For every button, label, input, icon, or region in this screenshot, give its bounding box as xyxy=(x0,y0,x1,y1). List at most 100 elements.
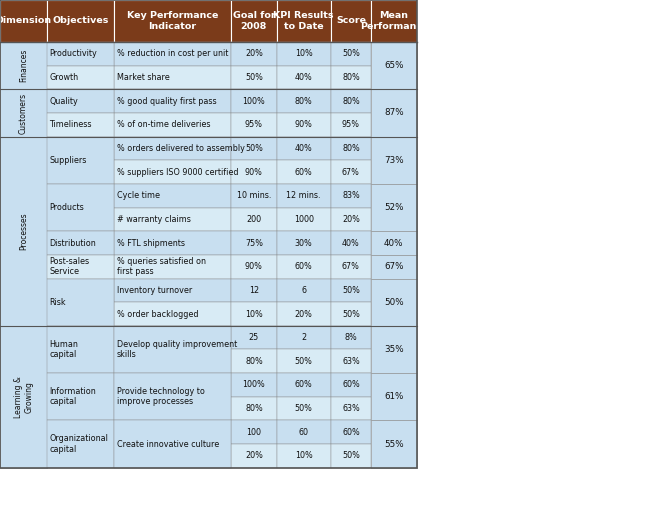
Bar xyxy=(47,255,114,279)
Bar xyxy=(114,397,231,420)
Bar xyxy=(47,279,114,326)
Bar xyxy=(277,137,331,160)
Text: 50%: 50% xyxy=(295,357,312,366)
Bar xyxy=(231,160,277,184)
Text: Finances: Finances xyxy=(19,49,28,82)
Text: Growth: Growth xyxy=(49,73,79,82)
Text: 40%: 40% xyxy=(384,239,404,247)
Text: 100%: 100% xyxy=(243,97,265,105)
Bar xyxy=(331,42,371,66)
Text: Post-sales
Service: Post-sales Service xyxy=(49,257,90,276)
Text: 63%: 63% xyxy=(342,404,360,413)
Text: 67%: 67% xyxy=(342,167,360,177)
Text: 63%: 63% xyxy=(342,357,360,366)
Bar xyxy=(277,0,331,42)
Bar xyxy=(114,302,231,326)
Bar xyxy=(47,0,114,42)
Bar xyxy=(331,420,371,444)
Bar xyxy=(231,350,277,373)
Text: 20%: 20% xyxy=(245,452,263,460)
Bar xyxy=(0,326,47,468)
Bar xyxy=(331,160,371,184)
Text: 100: 100 xyxy=(246,428,262,437)
Bar xyxy=(231,137,277,160)
Bar xyxy=(114,373,231,420)
Text: 20%: 20% xyxy=(245,49,263,58)
Bar xyxy=(114,444,231,468)
Text: Goal for
2008: Goal for 2008 xyxy=(232,11,275,31)
Bar xyxy=(371,137,417,184)
Bar xyxy=(371,89,417,137)
Text: 95%: 95% xyxy=(342,120,360,129)
Bar xyxy=(331,66,371,89)
Text: 80%: 80% xyxy=(295,97,312,105)
Text: Market share: Market share xyxy=(117,73,169,82)
Text: 200: 200 xyxy=(246,215,262,224)
Bar xyxy=(231,184,277,207)
Bar xyxy=(331,113,371,137)
Bar xyxy=(47,66,114,89)
Bar xyxy=(277,184,331,207)
Text: % suppliers who use EDI: % suppliers who use EDI xyxy=(117,404,215,413)
Text: 67%: 67% xyxy=(384,262,404,271)
Bar xyxy=(277,326,331,350)
Text: 10%: 10% xyxy=(245,310,263,318)
Text: 67%: 67% xyxy=(342,262,360,271)
Text: Learning &
Growing: Learning & Growing xyxy=(14,376,33,418)
Bar xyxy=(0,0,47,42)
Text: 65%: 65% xyxy=(384,61,404,70)
Bar xyxy=(0,0,417,468)
Bar xyxy=(277,89,331,113)
Text: 50%: 50% xyxy=(384,297,404,307)
Bar xyxy=(331,0,371,42)
Bar xyxy=(277,113,331,137)
Text: 50%: 50% xyxy=(342,49,360,58)
Text: 8%: 8% xyxy=(344,333,357,342)
Text: % suppliers ISO 9000 certified: % suppliers ISO 9000 certified xyxy=(117,167,238,177)
Text: # of employee suggestions: # of employee suggestions xyxy=(117,428,227,437)
Text: Processes: Processes xyxy=(19,212,28,250)
Text: Score: Score xyxy=(336,16,366,26)
Bar xyxy=(114,350,231,373)
Bar xyxy=(0,137,47,326)
Text: 61%: 61% xyxy=(384,392,404,401)
Text: 95%: 95% xyxy=(245,120,263,129)
Text: 10%: 10% xyxy=(295,49,312,58)
Bar xyxy=(231,373,277,397)
Bar xyxy=(114,89,231,113)
Text: 12 mins.: 12 mins. xyxy=(286,191,321,200)
Bar xyxy=(231,0,277,42)
Bar xyxy=(231,89,277,113)
Bar xyxy=(231,444,277,468)
Bar xyxy=(277,255,331,279)
Text: Organizational
capital: Organizational capital xyxy=(49,434,108,454)
Text: Dimension: Dimension xyxy=(0,16,51,26)
Text: 83%: 83% xyxy=(342,191,360,200)
Bar xyxy=(277,279,331,302)
Bar xyxy=(114,184,231,207)
Bar xyxy=(114,113,231,137)
Bar xyxy=(47,373,114,420)
Text: Productivity: Productivity xyxy=(49,49,97,58)
Bar xyxy=(331,89,371,113)
Text: 80%: 80% xyxy=(245,357,263,366)
Bar xyxy=(114,326,231,350)
Text: # of six sigma Black Belts: # of six sigma Black Belts xyxy=(117,333,221,342)
Bar xyxy=(331,231,371,255)
Bar xyxy=(331,444,371,468)
Bar xyxy=(231,420,277,444)
Text: % orders delivered to assembly: % orders delivered to assembly xyxy=(117,144,244,153)
Text: 75%: 75% xyxy=(245,239,263,247)
Bar xyxy=(0,42,47,89)
Bar xyxy=(371,420,417,468)
Text: % good quality first pass: % good quality first pass xyxy=(117,97,216,105)
Bar xyxy=(331,184,371,207)
Bar xyxy=(277,373,331,397)
Text: Customers: Customers xyxy=(19,92,28,134)
Text: 60%: 60% xyxy=(295,167,312,177)
Bar xyxy=(231,231,277,255)
Text: % order backlogged: % order backlogged xyxy=(117,310,198,318)
Text: Distribution: Distribution xyxy=(49,239,96,247)
Bar xyxy=(331,279,371,302)
Text: 60%: 60% xyxy=(342,380,360,390)
